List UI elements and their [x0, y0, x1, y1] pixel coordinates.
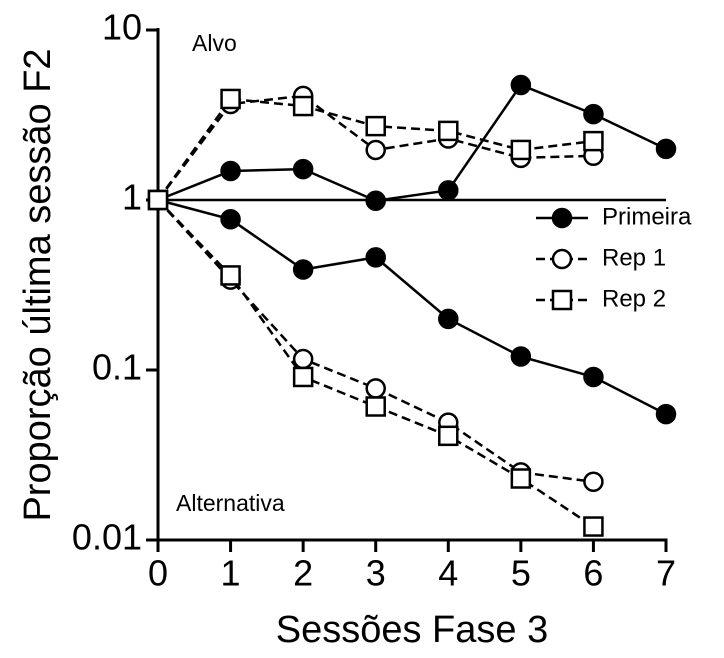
legend-label: Rep 2	[602, 285, 666, 312]
data-point	[510, 74, 532, 96]
data-point	[292, 259, 314, 280]
x-tick-label: 7	[656, 553, 676, 594]
data-point	[220, 88, 241, 110]
data-point	[655, 403, 677, 425]
data-point	[438, 425, 459, 447]
data-point	[220, 265, 241, 286]
x-tick-label: 5	[511, 553, 531, 594]
data-point	[147, 189, 169, 211]
data-point	[438, 180, 459, 201]
x-tick-label: 0	[148, 553, 168, 594]
data-point	[510, 346, 532, 367]
legend-marker	[551, 248, 573, 270]
data-point	[365, 139, 386, 161]
data-point	[583, 366, 604, 388]
data-point	[292, 95, 314, 117]
data-point	[292, 158, 314, 180]
data-point	[438, 120, 459, 142]
data-point	[583, 130, 604, 152]
annotation: Alvo	[192, 30, 237, 56]
data-point	[438, 308, 459, 330]
series-line	[157, 199, 594, 484]
data-point	[365, 190, 386, 211]
legend-marker	[551, 207, 573, 229]
data-point	[655, 138, 677, 160]
data-point	[220, 209, 241, 230]
annotation: Alternativa	[176, 490, 285, 516]
x-tick-label: 3	[366, 553, 386, 594]
y-tick-label: 10	[102, 7, 142, 48]
data-point	[365, 115, 386, 137]
x-tick-label: 4	[438, 553, 458, 594]
data-point	[510, 468, 532, 489]
y-tick-label: 0.01	[72, 517, 142, 558]
legend-label: Primeira	[602, 203, 692, 230]
data-point	[292, 366, 314, 388]
data-point	[365, 378, 386, 399]
y-tick-label: 1	[122, 177, 142, 218]
series-line	[157, 83, 667, 203]
x-tick-label: 1	[221, 553, 241, 594]
data-point	[365, 247, 386, 268]
legend-label: Rep 1	[602, 244, 666, 271]
x-tick-label: 2	[293, 553, 313, 594]
data-point	[583, 516, 604, 537]
data-point	[292, 348, 314, 370]
data-point	[583, 471, 604, 493]
legend-marker	[551, 289, 573, 311]
series-line	[157, 198, 667, 416]
y-axis-label: Proporção última sessão F2	[17, 48, 59, 521]
data-point	[220, 160, 241, 182]
data-point	[365, 396, 386, 417]
x-tick-label: 6	[583, 553, 603, 594]
x-axis-label: Sessões Fase 3	[276, 609, 548, 651]
data-point	[583, 103, 604, 125]
y-tick-label: 0.1	[92, 347, 142, 388]
data-point	[510, 139, 532, 161]
